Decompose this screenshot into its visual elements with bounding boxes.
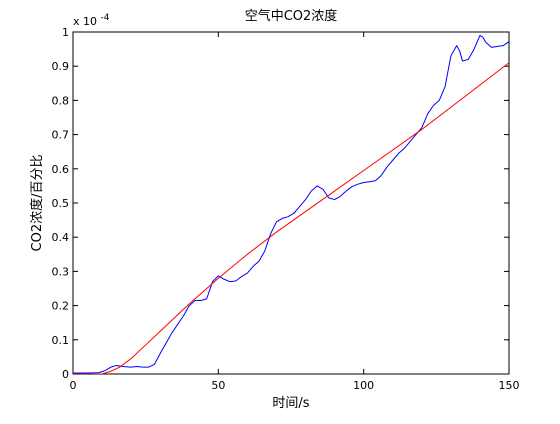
y-tick-label: 0.4 xyxy=(52,231,70,244)
y-tick-label: 0.6 xyxy=(52,163,70,176)
y-tick-label: 0 xyxy=(62,368,69,381)
y-tick-label: 0.3 xyxy=(52,265,70,278)
x-axis-label: 时间/s xyxy=(272,396,309,411)
chart-title: 空气中CO2浓度 xyxy=(245,8,338,24)
series-line-0 xyxy=(73,34,509,374)
x-tick-label: 100 xyxy=(353,379,374,392)
y-scale-exponent: x 10 -4 xyxy=(73,13,110,28)
tick-marks xyxy=(72,31,510,375)
y-tick-label: 1 xyxy=(62,26,69,39)
y-tick-label: 0.8 xyxy=(52,94,70,107)
y-tick-label: 0.7 xyxy=(52,129,70,142)
series-layer xyxy=(73,34,509,374)
tick-labels: 0 50 100 150 0 0.1 0.2 0.3 0.4 0.5 0.6 0.7 0.8 0.9 1 xyxy=(52,26,520,392)
series-line-1 xyxy=(73,62,509,374)
y-scale-base: x 10 xyxy=(73,15,97,28)
y-tick-label: 0.5 xyxy=(52,197,70,210)
x-tick-label: 150 xyxy=(499,379,520,392)
y-tick-label: 0.1 xyxy=(52,334,70,347)
y-scale-power: -4 xyxy=(101,13,110,23)
plot-area xyxy=(72,31,510,375)
x-tick-label: 50 xyxy=(211,379,225,392)
y-tick-label: 0.9 xyxy=(52,60,70,73)
y-axis-label: CO2浓度/百分比 xyxy=(29,155,45,252)
x-tick-label: 0 xyxy=(70,379,77,392)
y-tick-label: 0.2 xyxy=(52,300,70,313)
